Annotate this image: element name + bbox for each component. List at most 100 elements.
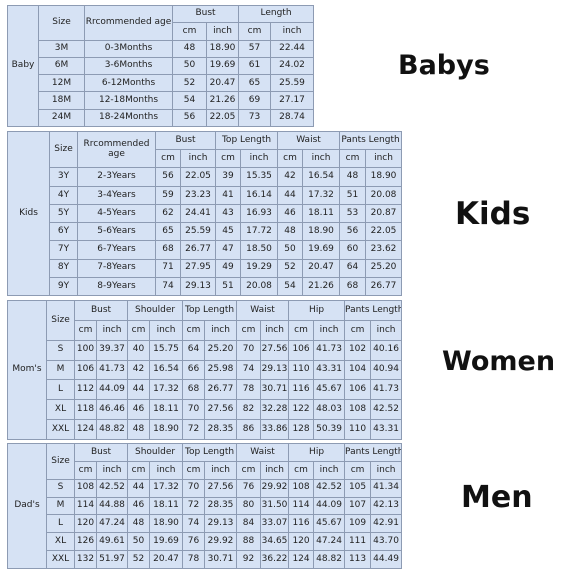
cell: 22.05 [205, 108, 240, 128]
cell: 43.31 [370, 419, 403, 440]
cell: 40 [127, 339, 151, 361]
unit-cell: inch [149, 319, 184, 341]
cell: 118 [74, 399, 97, 421]
cell: 40.94 [370, 359, 403, 381]
cell: 18-24Months [84, 108, 173, 128]
cell: 48.03 [313, 399, 346, 421]
data-row: 18M 12-18Months 54 21.26 69 27.17 [8, 91, 315, 110]
cell: 104 [344, 359, 372, 381]
unit-cell: inch [313, 460, 346, 480]
size-table: Dad's Size Bust Shoulder Top Length Waist Hip P… [7, 443, 403, 569]
cell: 27.95 [179, 258, 217, 278]
cell: 42.52 [95, 478, 129, 498]
cell: 46 [127, 399, 151, 421]
cell: 28.35 [204, 496, 238, 516]
cell: 46 [127, 496, 151, 516]
cell: 51 [215, 276, 242, 297]
header-cell: Length [238, 4, 315, 24]
cell: 40.16 [370, 339, 403, 361]
cell: 20.47 [149, 550, 184, 569]
cell: 9Y [49, 276, 78, 297]
unit-cell: cm [236, 460, 262, 480]
header-cell: Shoulder [127, 443, 184, 462]
cell: 41.73 [370, 379, 403, 401]
unit-row: cm inch cm inch cm inch cm inch [8, 149, 403, 169]
cell: 17.32 [302, 185, 341, 205]
cell: L [46, 514, 75, 534]
cell: 50 [172, 56, 207, 76]
cell: 3-6Months [84, 56, 173, 76]
data-row: S 100 39.37 40 15.75 64 25.20 70 27.56 106 41.73 10… [8, 339, 403, 361]
cell: 124 [288, 550, 315, 569]
cell: 27.56 [260, 339, 290, 361]
cell: 12-18Months [84, 91, 173, 110]
cell: M [46, 359, 75, 381]
cell: 108 [288, 478, 315, 498]
cell: 49 [215, 258, 242, 278]
cell: 48 [172, 39, 207, 58]
cell: 50 [277, 240, 304, 260]
unit-cell: cm [182, 319, 206, 341]
unit-cell: cm [74, 319, 97, 341]
cell: 24M [38, 108, 85, 128]
header-cell: Hip [288, 300, 346, 321]
unit-cell: inch [205, 22, 240, 41]
cell: 26.77 [179, 240, 217, 260]
group-label: Mom's [7, 300, 47, 440]
cell: 29.92 [260, 478, 290, 498]
cell: 108 [344, 399, 372, 421]
cell: 39 [215, 167, 242, 187]
cell: 20.47 [205, 74, 240, 93]
header-cell: Bust [73, 300, 129, 321]
data-row: 6M 3-6Months 50 19.69 61 24.02 [8, 56, 315, 76]
cell: 7-8Years [77, 258, 156, 278]
unit-cell: cm [344, 319, 372, 341]
cell: 2-3Years [77, 167, 156, 187]
cell: 3-4Years [77, 185, 156, 205]
data-row: 8Y 7-8Years 71 27.95 49 19.29 52 20.47 64 25.20 [8, 258, 403, 278]
size-table: Baby Size Rrcommended age Bust Length cm inch c… [7, 4, 315, 128]
cell: 70 [182, 399, 206, 421]
header-cell: Hip [288, 443, 346, 462]
cell: 110 [288, 359, 315, 381]
header-cell: Size [46, 443, 75, 480]
cell: 124 [74, 419, 97, 440]
cell: 26.77 [204, 379, 238, 401]
unit-cell: inch [204, 319, 238, 341]
cell: 41 [215, 185, 242, 205]
cell: 68 [155, 240, 181, 260]
cell: 23.62 [365, 240, 403, 260]
cell: 28.35 [204, 419, 238, 440]
cell: 19.69 [149, 532, 184, 552]
cell: 100 [74, 339, 97, 361]
cell: 66 [182, 359, 206, 381]
cell: 44.49 [370, 550, 403, 569]
section-label: Men [461, 480, 533, 515]
cell: 88 [236, 532, 262, 552]
data-row: 6Y 5-6Years 65 25.59 45 17.72 48 18.90 56 22.05 [8, 222, 403, 242]
header-cell: Bust [73, 443, 129, 462]
cell: 59 [155, 185, 181, 205]
cell: 8-9Years [77, 276, 156, 297]
cell: 22.44 [270, 39, 315, 58]
cell: 18.11 [149, 496, 184, 516]
cell: 19.29 [240, 258, 279, 278]
cell: 65 [238, 74, 272, 93]
cell: 42.91 [370, 514, 403, 534]
cell: 84 [236, 514, 262, 534]
cell: 26.77 [365, 276, 403, 297]
header-cell: Top Length [215, 130, 279, 151]
header-cell: Bust [154, 130, 217, 151]
section-label: Women [442, 346, 556, 377]
unit-cell: inch [370, 319, 403, 341]
cell: 45 [215, 222, 242, 242]
cell: 105 [344, 478, 372, 498]
cell: 18.90 [149, 514, 184, 534]
cell: 62 [155, 203, 181, 224]
cell: 31.50 [260, 496, 290, 516]
cell: 17.32 [149, 478, 184, 498]
unit-cell: inch [313, 319, 346, 341]
data-row: XL 126 49.61 50 19.69 76 29.92 88 34.65 120 47.24 1… [8, 532, 403, 552]
cell: 71 [155, 258, 181, 278]
unit-cell: cm [172, 22, 207, 41]
